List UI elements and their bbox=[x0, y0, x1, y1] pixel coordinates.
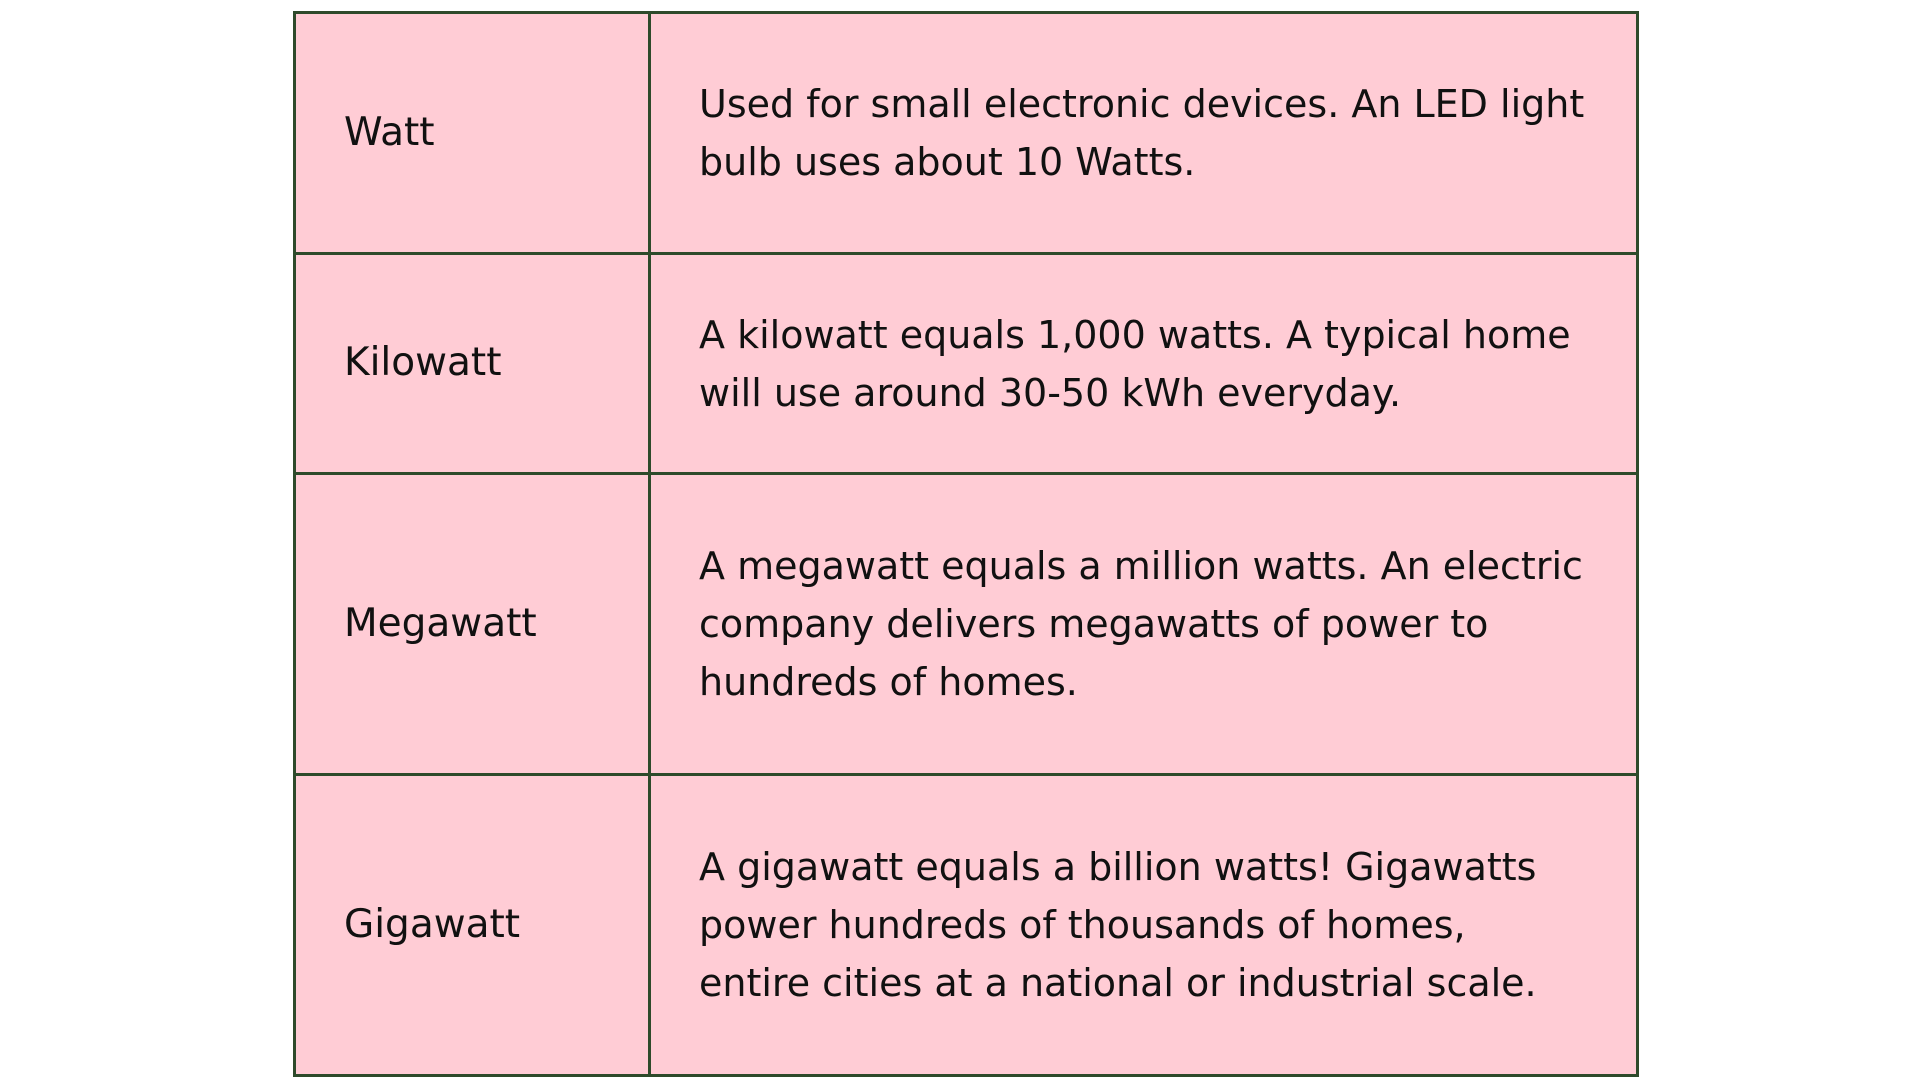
unit-description-cell: Used for small electronic devices. An LE… bbox=[648, 11, 1639, 255]
unit-name-cell: Watt bbox=[293, 11, 651, 255]
unit-description-cell: A kilowatt equals 1,000 watts. A typical… bbox=[648, 252, 1639, 475]
table-row: Kilowatt A kilowatt equals 1,000 watts. … bbox=[293, 252, 1639, 475]
table-row: Gigawatt A gigawatt equals a billion wat… bbox=[293, 773, 1639, 1077]
unit-name-cell: Kilowatt bbox=[293, 252, 651, 475]
table-row: Watt Used for small electronic devices. … bbox=[293, 11, 1639, 255]
unit-name-cell: Gigawatt bbox=[293, 773, 651, 1077]
unit-name-cell: Megawatt bbox=[293, 472, 651, 776]
power-units-table-container: Watt Used for small electronic devices. … bbox=[293, 11, 1639, 1077]
table-row: Megawatt A megawatt equals a million wat… bbox=[293, 472, 1639, 776]
unit-description-cell: A megawatt equals a million watts. An el… bbox=[648, 472, 1639, 776]
power-units-table: Watt Used for small electronic devices. … bbox=[293, 11, 1639, 1077]
unit-description-cell: A gigawatt equals a billion watts! Gigaw… bbox=[648, 773, 1639, 1077]
